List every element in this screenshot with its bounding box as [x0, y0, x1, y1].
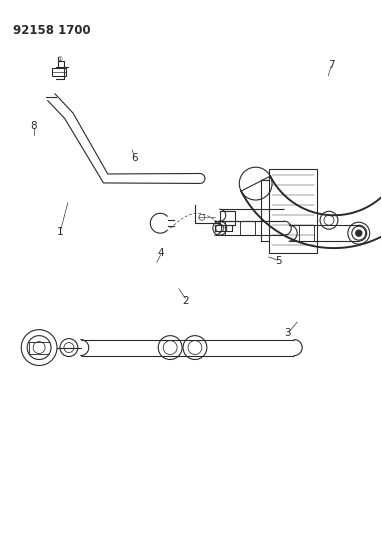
Text: 1: 1: [57, 227, 63, 237]
Text: 2: 2: [182, 296, 189, 306]
Text: 92158 1700: 92158 1700: [13, 25, 91, 37]
Bar: [269, 168, 317, 253]
Circle shape: [356, 230, 362, 236]
Text: 7: 7: [328, 60, 335, 70]
Text: 4: 4: [157, 248, 164, 259]
Bar: [52, 68, 66, 76]
Text: 3: 3: [284, 328, 291, 338]
Text: ①: ①: [58, 56, 62, 62]
Text: 6: 6: [131, 153, 138, 163]
Text: 8: 8: [30, 121, 37, 131]
Text: 5: 5: [275, 256, 282, 266]
